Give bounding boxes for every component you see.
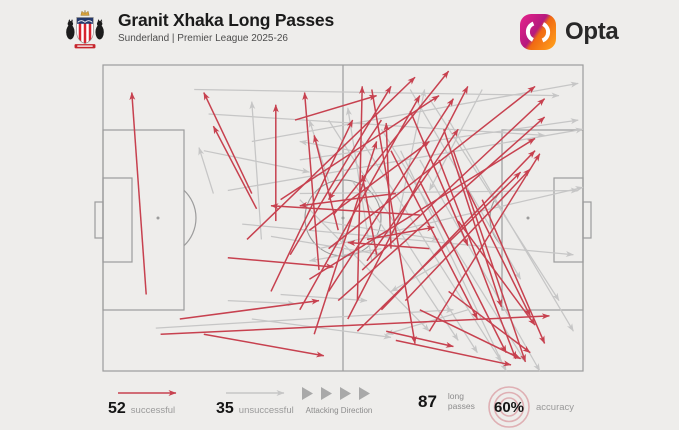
pass-arrow-successful: [448, 290, 531, 354]
pass-arrow-unsuccessful: [395, 88, 427, 231]
pass-arrow-unsuccessful: [299, 187, 579, 195]
page-subtitle: Sunderland | Premier League 2025-26: [118, 33, 288, 45]
pass-arrow-successful: [409, 110, 469, 246]
pass-arrow-successful: [356, 171, 522, 332]
pass-arrow-unsuccessful: [155, 307, 454, 329]
successful-label: successful: [130, 405, 176, 416]
accuracy-value: 60%: [493, 398, 525, 416]
accuracy-label: accuracy: [536, 401, 575, 413]
pass-arrow-successful: [179, 298, 320, 320]
total-label: long passes: [447, 391, 475, 411]
pass-arrow-unsuccessful: [280, 293, 368, 304]
attacking-direction-icon: [302, 387, 370, 400]
pass-arrow-successful: [347, 240, 430, 250]
opta-logo-icon: [520, 14, 556, 50]
successful-count: 52: [108, 400, 126, 417]
pass-arrow-successful: [160, 313, 550, 336]
pass-arrow-unsuccessful: [198, 147, 214, 194]
pass-arrow-unsuccessful: [390, 260, 445, 292]
pass-arrow-successful: [337, 116, 546, 302]
pass-arrow-successful: [212, 125, 258, 210]
attacking-direction-label: Attacking Direction: [305, 406, 373, 415]
pass-arrow-successful: [203, 92, 253, 194]
pass-arrow-unsuccessful: [208, 113, 546, 138]
pass-arrow-successful: [227, 257, 334, 270]
pass-arrow-successful: [438, 159, 517, 360]
opta-wordmark: Opta: [565, 18, 619, 45]
pass-arrow-successful: [309, 137, 536, 280]
pass-arrow-successful: [270, 119, 354, 292]
pass-arrow-successful: [129, 92, 147, 295]
pass-arrow-successful: [299, 95, 421, 311]
pass-arrow-unsuccessful: [428, 89, 483, 191]
header: Granit Xhaka Long Passes Sunderland | Pr…: [118, 10, 334, 45]
pass-arrow-successful: [390, 150, 479, 320]
pass-arrow-successful: [360, 174, 378, 255]
pass-arrow-successful: [313, 141, 378, 335]
pass-arrow-successful: [386, 330, 454, 348]
legend-unsuccessful: 35 unsuccessful: [216, 388, 294, 418]
legend: 52 successful 35 unsuccessful Attacking …: [0, 384, 679, 428]
legend-total: 87 long passes: [418, 391, 475, 412]
pass-arrow-unsuccessful: [203, 150, 310, 174]
pass-arrow-successful: [452, 150, 527, 363]
pass-arrow-unsuccessful: [251, 318, 392, 340]
sunderland-crest: [66, 10, 104, 49]
pass-arrow-successful: [443, 129, 503, 308]
pass-arrow-successful: [361, 98, 546, 271]
pass-arrow-successful: [371, 89, 417, 344]
legend-accuracy: 60% accuracy: [486, 384, 574, 430]
pass-arrow-unsuccessful: [318, 220, 440, 242]
successful-passes-layer: [129, 70, 550, 367]
pass-arrow-successful: [457, 220, 536, 326]
pass-arrow-successful: [280, 94, 440, 201]
pass-arrow-successful: [395, 339, 512, 367]
pass-arrow-successful: [328, 85, 536, 250]
pass-arrow-unsuccessful: [227, 299, 296, 307]
pass-arrow-successful: [366, 128, 459, 262]
pass-arrow-successful: [294, 94, 378, 121]
pass-arrow-successful: [203, 333, 325, 358]
pass-arrow-successful: [419, 309, 522, 360]
unsuccessful-count: 35: [216, 400, 234, 417]
pass-arrow-successful: [366, 225, 435, 241]
pass-arrow-successful: [246, 76, 416, 240]
pass-arrow-successful: [289, 85, 392, 256]
pass-arrow-successful: [270, 203, 420, 216]
pass-arrow-successful: [327, 119, 383, 201]
pass-arrow-successful: [302, 92, 320, 271]
legend-attacking-direction: Attacking Direction: [300, 386, 378, 415]
pass-arrow-unsuccessful: [361, 141, 502, 363]
pass-arrow-successful: [327, 98, 455, 292]
accuracy-target-icon: 60%: [486, 384, 532, 430]
pass-arrow-successful: [313, 134, 339, 231]
unsuccessful-label: unsuccessful: [238, 405, 294, 416]
pass-arrow-unsuccessful: [448, 119, 574, 332]
pass-arrow-unsuccessful: [308, 247, 382, 263]
opta-brand: Opta: [519, 13, 619, 51]
successful-arrow-icon: [118, 390, 177, 396]
total-count: 87: [418, 392, 437, 411]
pass-arrow-successful: [481, 199, 546, 344]
pass-arrow-unsuccessful: [194, 88, 560, 99]
pass-arrow-successful: [332, 70, 450, 216]
unsuccessful-arrow-icon: [226, 390, 285, 396]
pass-arrow-successful: [299, 192, 396, 208]
pass-arrow-unsuccessful: [249, 101, 263, 240]
legend-successful: 52 successful: [108, 388, 186, 418]
pass-arrow-unsuccessful: [428, 98, 560, 302]
pass-arrow-successful: [467, 190, 531, 317]
page-title: Granit Xhaka Long Passes: [118, 10, 334, 30]
